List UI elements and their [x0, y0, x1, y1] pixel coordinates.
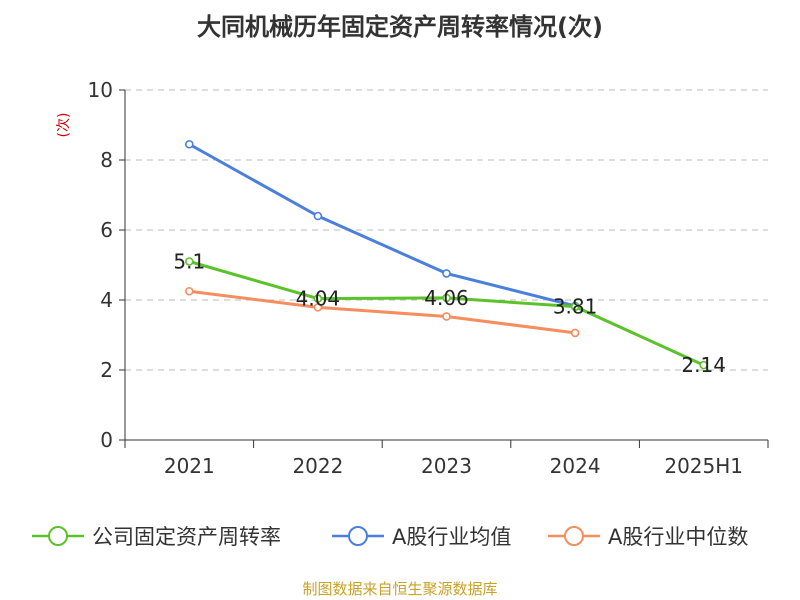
y-tick-label: 4 [100, 288, 113, 312]
axis-layer: 0 2 4 6 8 10 2021 2022 2023 2024 2025H1 [88, 78, 769, 478]
series-3-point [313, 303, 323, 312]
series-3-line [189, 289, 576, 335]
series-1-point [570, 302, 580, 311]
data-label: 2.14 [681, 353, 726, 377]
legend-item-label: 公司固定资产周转率 [92, 525, 281, 549]
data-label: 3.81 [553, 295, 598, 319]
series-1-point [313, 294, 323, 303]
series-2-point [313, 211, 323, 221]
legend-item-label: A股行业中位数 [608, 525, 748, 549]
y-tick-label: 8 [100, 148, 113, 172]
series-2-point [185, 139, 194, 149]
series-3-point [185, 286, 194, 296]
series-1-point [699, 360, 709, 370]
chart-title: 大同机械历年固定资产周转率情况(次) [197, 13, 603, 41]
series-2-line [188, 142, 576, 308]
data-label: 4.06 [424, 286, 469, 310]
y-tick-label: 2 [100, 358, 113, 382]
legend: 公司固定资产周转率 A股行业均值 A股行业中位数 [32, 525, 748, 549]
y-tick-label: 6 [100, 218, 113, 242]
y-tick-label: 0 [100, 428, 113, 452]
legend-item-label: A股行业均值 [392, 525, 511, 549]
series-1-point [442, 293, 451, 303]
series-2-point [442, 269, 451, 278]
data-label-layer: 5.1 4.04 4.06 3.81 2.14 [173, 250, 726, 378]
y-axis-label: (次) [56, 113, 72, 138]
legend-swatch-marker [48, 526, 68, 546]
series-3-point [442, 312, 451, 321]
x-tick-label: 2023 [421, 454, 472, 478]
source-note: 制图数据来自恒生聚源数据库 [302, 580, 497, 598]
grid-layer [125, 89, 768, 371]
legend-swatch-marker [348, 526, 368, 546]
y-tick-label: 10 [88, 78, 113, 102]
x-tick-label: 2025H1 [664, 454, 743, 478]
data-label: 4.04 [296, 287, 341, 311]
series-1-point [185, 257, 194, 266]
series-3-point [570, 328, 580, 338]
legend-swatch-marker [564, 526, 584, 546]
x-tick-label: 2022 [292, 454, 343, 478]
x-tick-label: 2024 [550, 454, 601, 478]
series-layer [185, 139, 709, 370]
x-tick-label: 2021 [164, 454, 215, 478]
data-label: 5.1 [173, 250, 205, 274]
